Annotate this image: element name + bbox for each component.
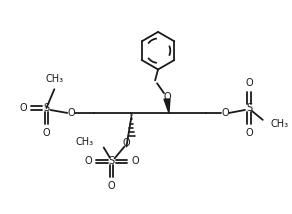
Text: O: O (108, 181, 115, 191)
Text: O: O (245, 128, 253, 138)
Text: CH₃: CH₃ (45, 74, 63, 84)
Text: O: O (221, 108, 229, 118)
Text: O: O (131, 156, 139, 166)
Text: S: S (44, 103, 49, 113)
Text: CH₃: CH₃ (76, 137, 94, 147)
Text: O: O (84, 156, 92, 166)
Text: O: O (19, 103, 27, 113)
Text: S: S (109, 156, 115, 166)
Text: S: S (246, 103, 252, 113)
Text: CH₃: CH₃ (271, 119, 289, 129)
Text: O: O (123, 138, 130, 148)
Text: O: O (67, 108, 75, 118)
Text: O: O (163, 92, 171, 102)
Text: O: O (245, 78, 253, 88)
Polygon shape (164, 99, 170, 113)
Text: O: O (43, 128, 50, 138)
